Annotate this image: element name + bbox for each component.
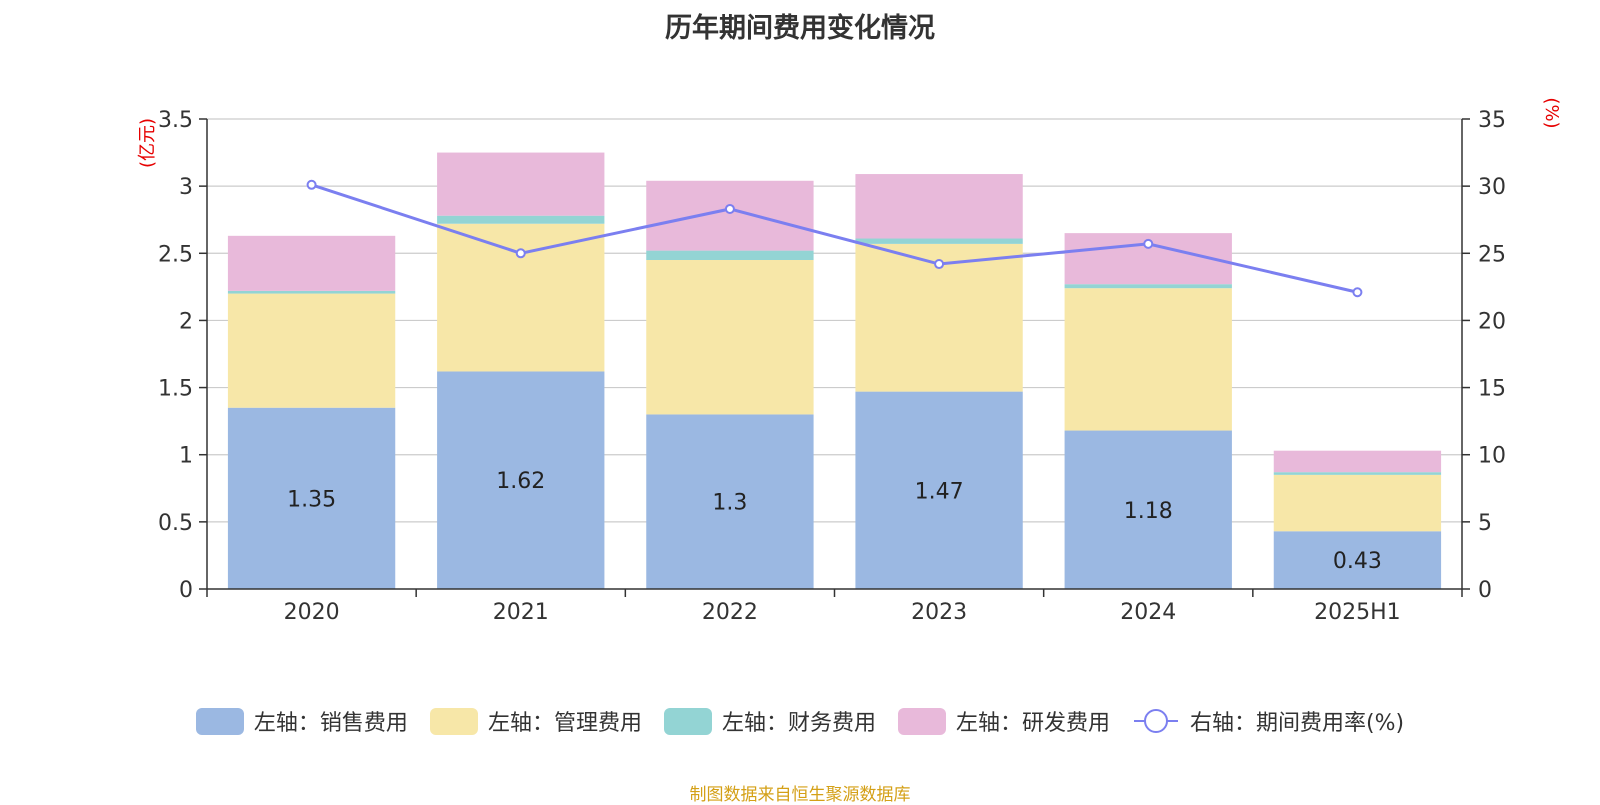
x-tick-label: 2022 (702, 600, 758, 625)
left-tick-label: 2.5 (158, 242, 193, 267)
rate-point (306, 179, 317, 190)
data-label: 1.35 (287, 487, 336, 512)
bar-segment (646, 414, 814, 589)
left-tick-label: 1.5 (158, 377, 193, 402)
bar-segment (437, 371, 605, 589)
bar-segment (1273, 531, 1442, 589)
left-tick-label: 3 (179, 175, 193, 200)
legend-swatch (1133, 709, 1178, 733)
right-tick-label: 10 (1478, 444, 1506, 469)
left-tick-label: 0.5 (158, 511, 193, 536)
left-tick-label: 2 (179, 309, 193, 334)
legend-item[interactable]: 左轴：财务费用 (663, 705, 876, 737)
right-tick-label: 30 (1478, 175, 1506, 200)
bar-segment (646, 180, 814, 251)
rate-point (1143, 238, 1154, 249)
legend-swatch (195, 707, 244, 735)
rate-point (1352, 287, 1363, 298)
left-tick-label: 0 (179, 578, 193, 603)
bar-segment (1273, 450, 1442, 473)
x-tick-label: 2020 (284, 600, 340, 625)
bar-segment (855, 391, 1023, 589)
legend-item[interactable]: 左轴：管理费用 (429, 705, 642, 737)
bar-segment (227, 407, 396, 589)
data-label: 1.47 (915, 479, 964, 504)
left-axis-unit-label: (亿元) (137, 118, 158, 168)
rate-point (934, 259, 945, 270)
legend-swatch (429, 707, 478, 735)
right-tick-label: 20 (1478, 309, 1506, 334)
bar-segment (855, 174, 1023, 239)
right-tick-label: 5 (1478, 511, 1492, 536)
bar-segment (1273, 472, 1442, 475)
data-label: 1.62 (496, 469, 545, 494)
bar-segment (437, 223, 605, 372)
legend-label: 左轴：财务费用 (721, 711, 876, 736)
legend-label: 左轴：管理费用 (487, 711, 642, 736)
right-tick-label: 25 (1478, 242, 1506, 267)
left-tick-label: 1 (179, 444, 193, 469)
bar-segment (646, 250, 814, 260)
chart-legend: 左轴：销售费用 左轴：管理费用 左轴：财务费用 左轴：研发费用 右轴：期间费用率(%) (0, 705, 1600, 737)
bar-segment (646, 260, 814, 415)
legend-swatch (663, 707, 712, 735)
legend-swatch (897, 707, 946, 735)
rate-point (724, 203, 735, 214)
right-tick-label: 0 (1478, 578, 1492, 603)
data-label: 1.18 (1124, 499, 1173, 524)
rate-line (311, 183, 1358, 294)
x-tick-label: 2021 (493, 600, 549, 625)
right-axis-unit-label: (%) (1541, 97, 1562, 128)
x-tick-label: 2024 (1120, 600, 1176, 625)
bar-segment (855, 238, 1023, 244)
right-tick-label: 35 (1478, 108, 1506, 133)
legend-label: 左轴：研发费用 (955, 711, 1110, 736)
data-label: 1.3 (712, 491, 747, 516)
rate-point (515, 248, 526, 259)
bar-segment (1064, 430, 1232, 589)
legend-item[interactable]: 右轴：期间费用率(%) (1132, 705, 1404, 737)
bar-segment (1273, 474, 1442, 532)
bar-segment (227, 235, 396, 291)
bar-segment (437, 215, 605, 224)
legend-label: 右轴：期间费用率(%) (1189, 711, 1405, 736)
chart-title: 历年期间费用变化情况 (665, 13, 935, 44)
bar-segment (437, 152, 605, 216)
legend-item[interactable]: 左轴：销售费用 (195, 705, 408, 737)
source-note: 制图数据来自恒生聚源数据库 (689, 785, 911, 805)
bar-segment (1064, 284, 1232, 289)
bar-segment (227, 293, 396, 408)
bar-segment (1064, 288, 1232, 431)
x-tick-label: 2025H1 (1314, 600, 1401, 625)
left-tick-label: 3.5 (158, 108, 193, 133)
x-tick-label: 2023 (911, 600, 967, 625)
bar-segment (227, 290, 396, 294)
data-label: 0.43 (1333, 549, 1382, 574)
legend-label: 左轴：销售费用 (253, 711, 408, 736)
legend-item[interactable]: 左轴：研发费用 (897, 705, 1110, 737)
right-tick-label: 15 (1478, 377, 1506, 402)
